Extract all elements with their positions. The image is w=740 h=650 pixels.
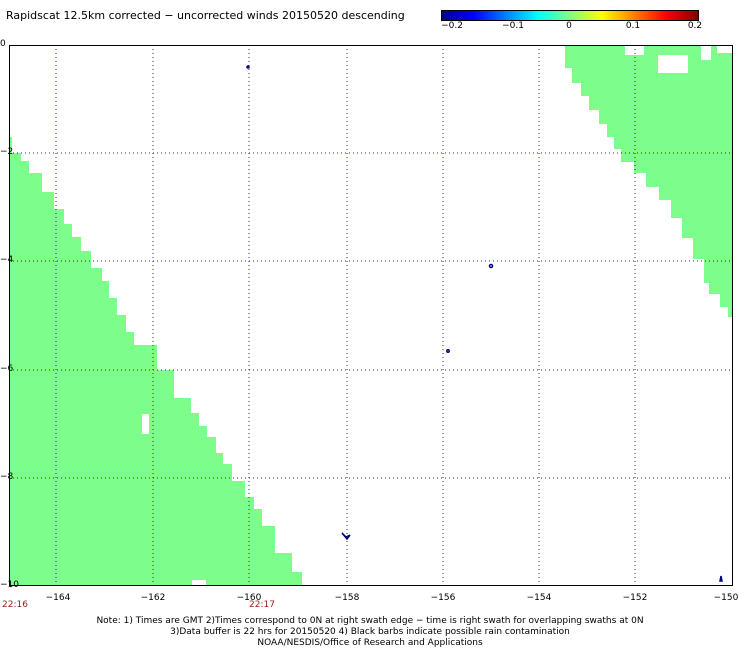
time-label: 22:16: [2, 600, 28, 610]
y-tick-label: −10: [0, 580, 19, 590]
colorbar: [441, 10, 699, 21]
y-tick-label: −6: [0, 364, 14, 374]
x-tick-label: −156: [430, 593, 456, 603]
y-tick-label: −8: [0, 472, 14, 482]
x-tick-label: −164: [45, 593, 71, 603]
swath-gap: [701, 45, 711, 60]
swath-gap: [192, 580, 206, 586]
note-line-2: 3)Data buffer is 22 hrs for 20150520 4) …: [170, 627, 570, 637]
swath-gap: [142, 414, 149, 434]
y-tick-label: −4: [0, 255, 14, 265]
swath-left: [9, 137, 302, 586]
y-tick-label: −2: [0, 147, 14, 157]
map-title: Rapidscat 12.5km corrected − uncorrected…: [6, 9, 405, 22]
colorbar-tick: 0.2: [687, 21, 703, 31]
map-frame: [9, 45, 733, 586]
x-tick-label: −150: [713, 593, 739, 603]
colorbar-tick: −0.2: [441, 21, 463, 31]
swath-right: [565, 45, 733, 317]
map-plot-area: [9, 45, 733, 586]
swath-gap: [658, 55, 688, 73]
note-line-3: NOAA/NESDIS/Office of Research and Appli…: [257, 638, 483, 648]
x-tick-label: −158: [334, 593, 360, 603]
swath-gap: [717, 45, 733, 53]
time-label: 22:17: [249, 600, 275, 610]
wind-barbs: [246, 65, 723, 582]
colorbar-tick: −0.1: [502, 21, 524, 31]
note-line-1: Note: 1) Times are GMT 2)Times correspon…: [96, 616, 644, 626]
grid: [9, 45, 733, 586]
colorbar-tick: 0.1: [625, 21, 641, 31]
x-tick-label: −152: [622, 593, 648, 603]
colorbar-tick: 0: [566, 21, 572, 31]
x-tick-label: −154: [526, 593, 552, 603]
x-tick-label: −162: [140, 593, 166, 603]
y-tick-label: 0: [0, 39, 6, 49]
x-tick-label: −160: [236, 593, 262, 603]
